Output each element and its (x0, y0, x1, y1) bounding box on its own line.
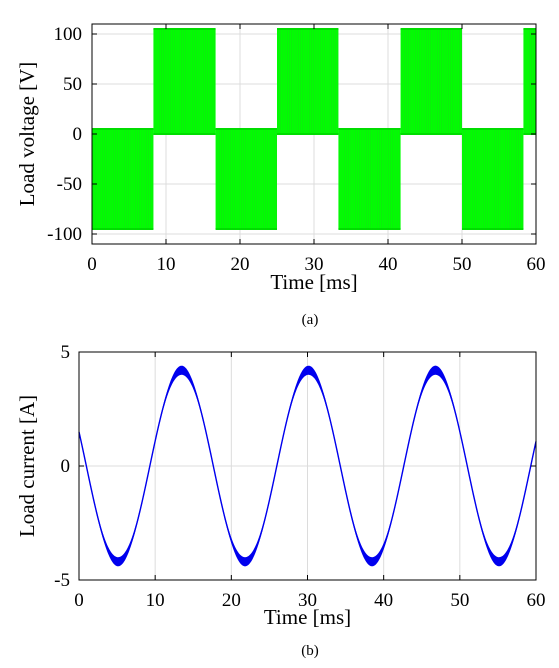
y-tick-label: -50 (57, 174, 82, 195)
voltage-switching-lines (463, 128, 524, 230)
voltage-pwm-band (338, 129, 401, 229)
x-tick-label: 20 (222, 590, 241, 611)
caption-a: (a) (302, 312, 319, 328)
voltage-y-axis-label: Load voltage [V] (15, 62, 39, 207)
x-tick-label: 30 (298, 590, 317, 611)
y-tick-label: -5 (54, 570, 70, 591)
x-tick-label: 60 (527, 590, 546, 611)
voltage-pwm-band (153, 29, 216, 134)
y-tick-label: 50 (63, 74, 82, 95)
y-tick-label: 0 (73, 124, 83, 145)
x-tick-label: 0 (87, 254, 97, 275)
x-tick-label: 20 (231, 254, 250, 275)
voltage-switching-lines (401, 28, 462, 135)
voltage-pwm-band (523, 29, 536, 134)
x-tick-label: 50 (450, 590, 469, 611)
current-plot-area (78, 365, 537, 567)
y-tick-label: 5 (61, 342, 71, 363)
voltage-switching-lines (216, 128, 277, 230)
current-x-axis-label: Time [ms] (264, 605, 351, 629)
x-tick-label: 40 (374, 590, 393, 611)
voltage-switching-lines (278, 28, 339, 135)
x-tick-label: 60 (527, 254, 546, 275)
x-tick-label: 10 (157, 254, 176, 275)
current-y-axis-label: Load current [A] (15, 395, 39, 537)
voltage-chart: 0 10 20 30 40 50 60 100 50 0 -50 -100 Time [ms] Loa… (15, 23, 546, 328)
voltage-switching-lines (93, 128, 154, 230)
voltage-switching-lines (339, 128, 400, 230)
voltage-ticks: 0 10 20 30 40 50 60 100 50 0 -50 -100 (47, 24, 546, 275)
current-line (78, 369, 537, 563)
x-tick-label: 50 (453, 254, 472, 275)
y-tick-label: 0 (61, 456, 71, 477)
x-tick-label: 10 (146, 590, 165, 611)
y-tick-label: 100 (54, 24, 83, 45)
y-tick-label: -100 (47, 224, 82, 245)
caption-b: (b) (301, 643, 319, 659)
voltage-switching-lines (524, 28, 537, 135)
voltage-x-axis-label: Time [ms] (270, 270, 357, 294)
voltage-plot-area (92, 28, 537, 230)
x-tick-label: 0 (74, 590, 84, 611)
voltage-switching-lines (154, 28, 215, 135)
x-tick-label: 30 (305, 254, 324, 275)
x-tick-label: 40 (379, 254, 398, 275)
